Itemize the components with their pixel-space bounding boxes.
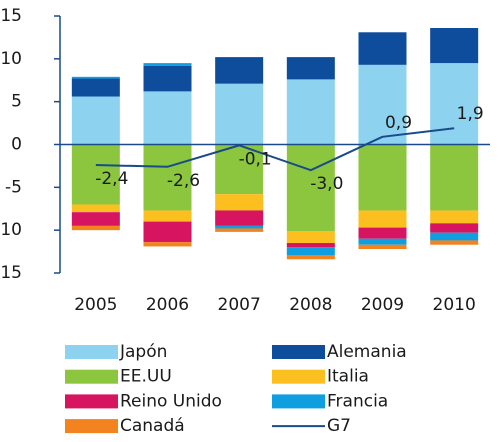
bar-segment — [71, 204, 120, 213]
bar-segment — [71, 212, 120, 226]
legend-label: EE.UU — [120, 367, 172, 387]
data-label: -3,0 — [310, 174, 343, 194]
bar-segment — [143, 210, 192, 222]
legend-swatch — [272, 394, 325, 409]
bar-segment — [143, 221, 192, 243]
legend-swatch — [272, 345, 325, 359]
bar-segment — [215, 228, 264, 232]
legend-label: Alemania — [327, 342, 407, 362]
bar-segment — [143, 63, 192, 66]
bar-segment — [358, 64, 407, 145]
legend-label: Reino Unido — [120, 391, 222, 411]
legend-label: Francia — [327, 391, 388, 411]
legend-label: Canadá — [120, 416, 185, 436]
bar-segment — [215, 225, 264, 229]
y-tick-label: 5 — [11, 92, 22, 112]
x-tick-label: 2008 — [289, 295, 332, 315]
x-tick-label: 2007 — [218, 295, 261, 315]
x-tick-label: 2009 — [361, 295, 404, 315]
bar-segment — [71, 78, 120, 97]
bar-segment — [358, 144, 407, 211]
x-tick-label: 2006 — [146, 295, 189, 315]
bar-segment — [430, 144, 479, 211]
legend-label: G7 — [327, 416, 351, 436]
y-tick-label: 15 — [0, 6, 22, 26]
g7-line — [95, 127, 455, 172]
y-tick-label: -10 — [0, 220, 22, 240]
data-label: -0,1 — [239, 149, 272, 169]
x-tick-label: 2010 — [433, 295, 476, 315]
bar-segment — [143, 91, 192, 145]
bar-segment — [430, 210, 479, 224]
bar-segment — [286, 243, 335, 248]
bar-segment — [286, 255, 335, 260]
bar-segment — [430, 232, 479, 241]
y-tick-label: -15 — [0, 263, 22, 283]
bar-segment — [358, 32, 407, 65]
y-tick-label: 10 — [0, 49, 22, 69]
bar-segment — [430, 223, 479, 233]
bar-segment — [430, 27, 479, 64]
bar-segment — [215, 144, 264, 195]
bar-segment — [71, 96, 120, 145]
bar-segment — [430, 240, 479, 245]
bar-segment — [286, 231, 335, 244]
data-label: 1,9 — [457, 104, 484, 124]
y-tick-label: -5 — [5, 177, 22, 197]
legend-swatch — [65, 419, 118, 434]
legend-swatch — [272, 369, 325, 384]
legend-swatch — [65, 345, 118, 359]
bar-segment — [286, 247, 335, 256]
bar-segment — [71, 76, 120, 79]
bar-segment — [286, 79, 335, 145]
x-tick-label: 2005 — [74, 295, 117, 315]
legend-swatch — [65, 394, 118, 409]
data-label: -2,6 — [167, 171, 200, 191]
legend-label: Italia — [327, 367, 369, 387]
data-label: -2,4 — [95, 169, 128, 189]
bar-segment — [71, 225, 120, 231]
legend-swatch — [65, 369, 118, 384]
bar-segment — [286, 57, 335, 80]
bar-segment — [143, 144, 192, 211]
bar-segment — [143, 65, 192, 92]
data-label: 0,9 — [385, 113, 412, 133]
legend-label: Japón — [119, 342, 167, 362]
bar-segment — [71, 144, 120, 205]
bar-segment — [358, 238, 407, 245]
bar-segment — [215, 210, 264, 226]
bar-segment — [358, 227, 407, 239]
bar-segment — [215, 194, 264, 211]
bar-segment — [358, 244, 407, 250]
bar-segment — [215, 83, 264, 145]
bar-segment — [143, 242, 192, 247]
bar-segment — [215, 57, 264, 84]
y-tick-label: 0 — [11, 135, 22, 155]
bar-segment — [286, 144, 335, 232]
bar-segment — [358, 210, 407, 228]
